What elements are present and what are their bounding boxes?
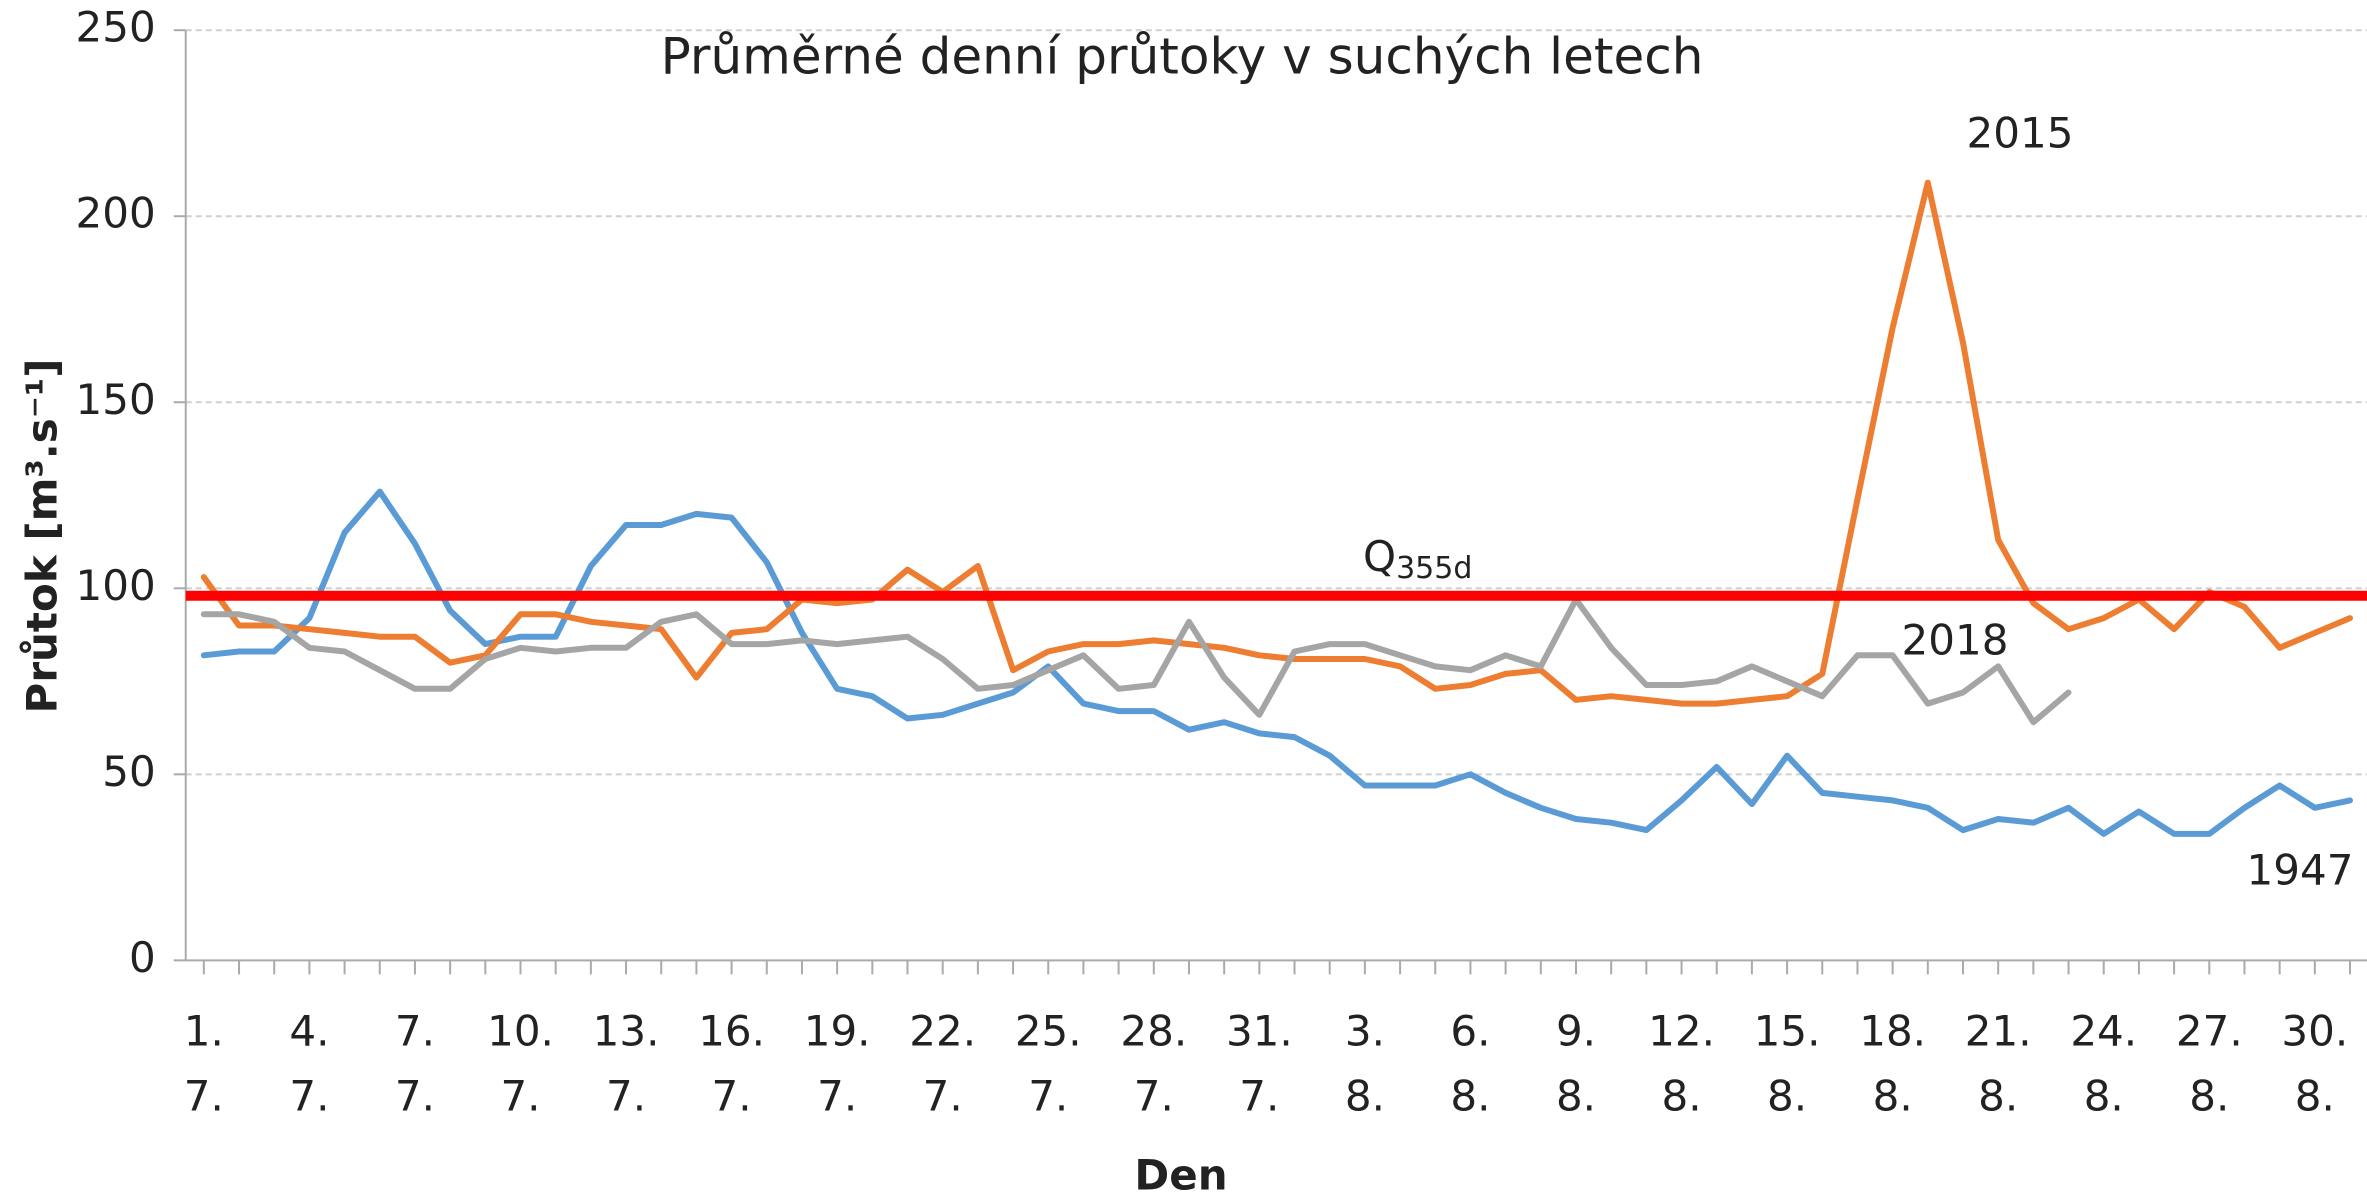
x-tick-label: 7. <box>1239 1072 1279 1121</box>
x-tick-label: 7. <box>817 1072 857 1121</box>
x-tick-label: 8. <box>1978 1072 2018 1121</box>
reference-label: Q355d <box>1363 532 1472 586</box>
x-tick-label: 9. <box>1556 1007 1596 1056</box>
series-line <box>200 488 2353 837</box>
y-axis-label: Průtok [m³.s⁻¹] <box>18 359 67 714</box>
x-tick-label: 8. <box>1873 1072 1913 1121</box>
x-tick-label: 7. <box>395 1072 435 1121</box>
x-tick-label: 31. <box>1226 1007 1293 1056</box>
y-tick-label: 50 <box>102 747 155 796</box>
x-tick-label: 4. <box>289 1007 329 1056</box>
x-tick-label: 8. <box>1556 1072 1596 1121</box>
x-tick-label: 8. <box>2189 1072 2229 1121</box>
series-line <box>200 596 2072 726</box>
x-tick-label: 8. <box>1661 1072 1701 1121</box>
x-tick-label: 8. <box>1767 1072 1807 1121</box>
x-tick-label: 8. <box>2084 1072 2124 1121</box>
x-tick-label: 28. <box>1120 1007 1187 1056</box>
series-label: 2018 <box>1902 616 2009 665</box>
x-tick-label: 19. <box>804 1007 871 1056</box>
x-tick-label: 8. <box>1450 1072 1490 1121</box>
x-tick-label: 27. <box>2176 1007 2243 1056</box>
x-tick-label: 12. <box>1648 1007 1715 1056</box>
x-axis-label: Den <box>1134 1151 1227 1200</box>
y-tick-label: 250 <box>76 3 156 52</box>
y-tick-label: 200 <box>76 189 156 238</box>
x-tick-label: 7. <box>1134 1072 1174 1121</box>
reference-label-main: Q <box>1363 532 1396 581</box>
series-line <box>200 179 2353 707</box>
x-tick-label: 30. <box>2281 1007 2348 1056</box>
x-tick-label: 8. <box>2295 1072 2335 1121</box>
series-label: 2015 <box>1967 109 2074 158</box>
reference-label-sub: 355d <box>1396 551 1472 586</box>
x-tick-label: 7. <box>289 1072 329 1121</box>
chart-title: Průměrné denní průtoky v suchých letech <box>661 28 1704 86</box>
x-tick-label: 18. <box>1859 1007 1926 1056</box>
x-tick-label: 3. <box>1345 1007 1385 1056</box>
x-tick-label: 7. <box>923 1072 963 1121</box>
x-tick-label: 7. <box>395 1007 435 1056</box>
x-tick-label: 1. <box>184 1007 224 1056</box>
x-tick-label: 7. <box>500 1072 540 1121</box>
x-tick-label: 7. <box>606 1072 646 1121</box>
x-tick-label: 7. <box>184 1072 224 1121</box>
x-tick-label: 21. <box>1965 1007 2032 1056</box>
series-label: 1947 <box>2247 846 2354 895</box>
x-tick-label: 15. <box>1754 1007 1821 1056</box>
x-tick-label: 13. <box>593 1007 660 1056</box>
x-tick-label: 7. <box>712 1072 752 1121</box>
y-tick-label: 150 <box>76 375 156 424</box>
y-tick-label: 0 <box>129 933 156 982</box>
x-tick-label: 25. <box>1015 1007 1082 1056</box>
x-tick-label: 24. <box>2070 1007 2137 1056</box>
x-tick-label: 8. <box>1345 1072 1385 1121</box>
x-tick-label: 16. <box>698 1007 765 1056</box>
x-tick-label: 6. <box>1450 1007 1490 1056</box>
y-tick-label: 100 <box>76 561 156 610</box>
x-tick-label: 7. <box>1028 1072 1068 1121</box>
x-tick-label: 10. <box>487 1007 554 1056</box>
x-tick-label: 22. <box>909 1007 976 1056</box>
